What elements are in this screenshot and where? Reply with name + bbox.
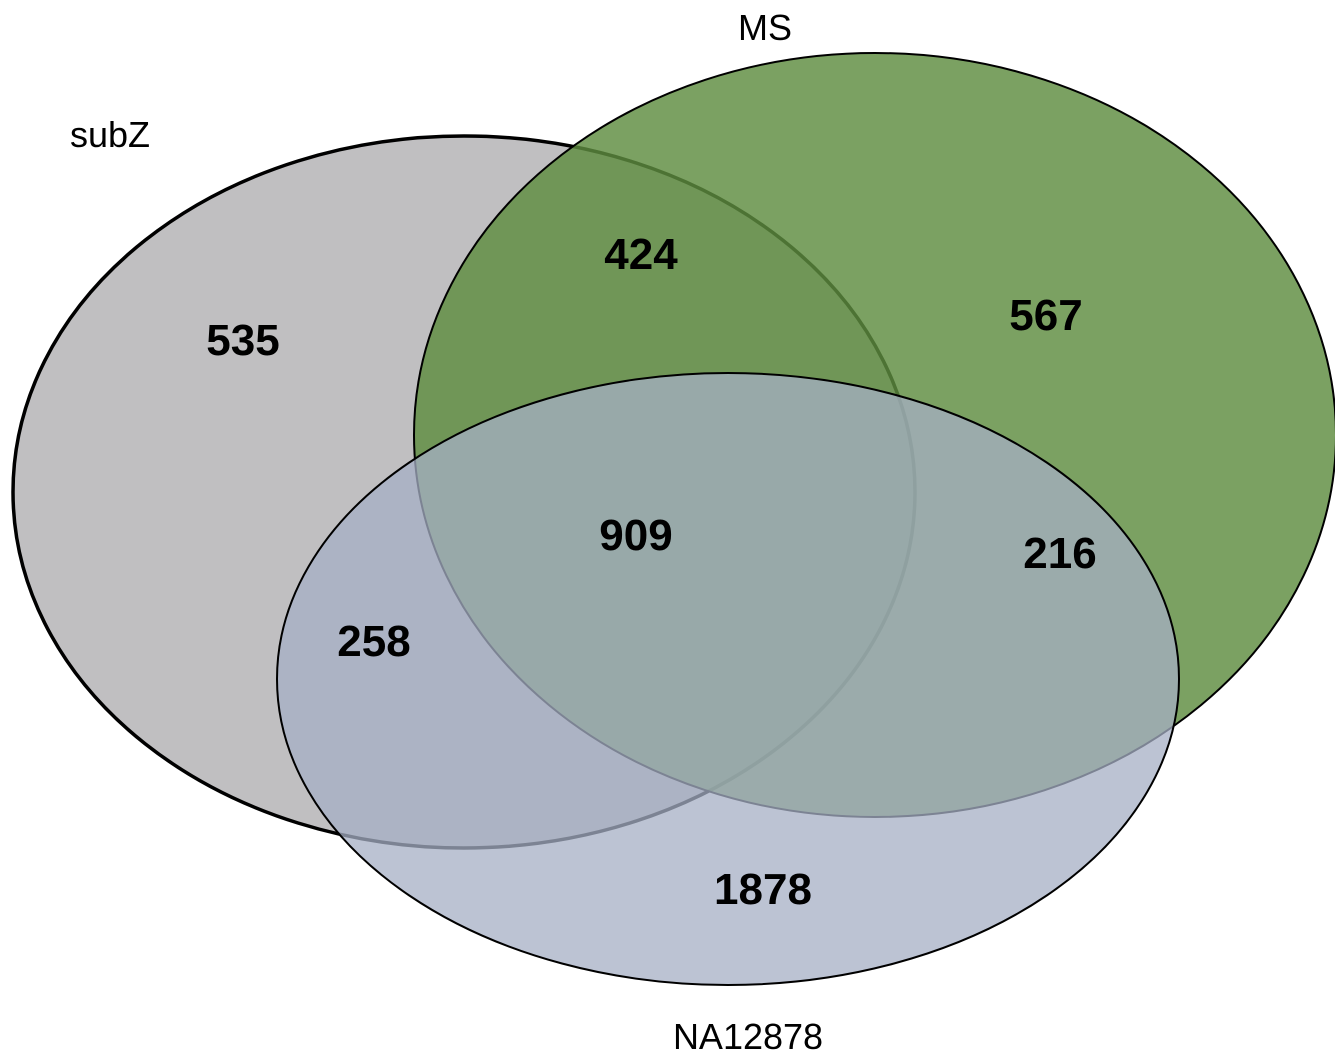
count-na12878-only: 1878 [714, 865, 812, 914]
set-label-ms: MS [738, 7, 792, 48]
set-label-subz: subZ [70, 114, 150, 155]
count-all-three: 909 [599, 511, 672, 560]
set-label-na12878: NA12878 [673, 1016, 823, 1056]
count-ms-only: 567 [1009, 291, 1082, 340]
count-subz-na12878: 258 [337, 617, 410, 666]
count-ms-na12878: 216 [1023, 529, 1096, 578]
set-na12878-ellipse [276, 372, 1180, 986]
count-subz-ms: 424 [604, 230, 678, 279]
count-subz-only: 535 [206, 316, 279, 365]
